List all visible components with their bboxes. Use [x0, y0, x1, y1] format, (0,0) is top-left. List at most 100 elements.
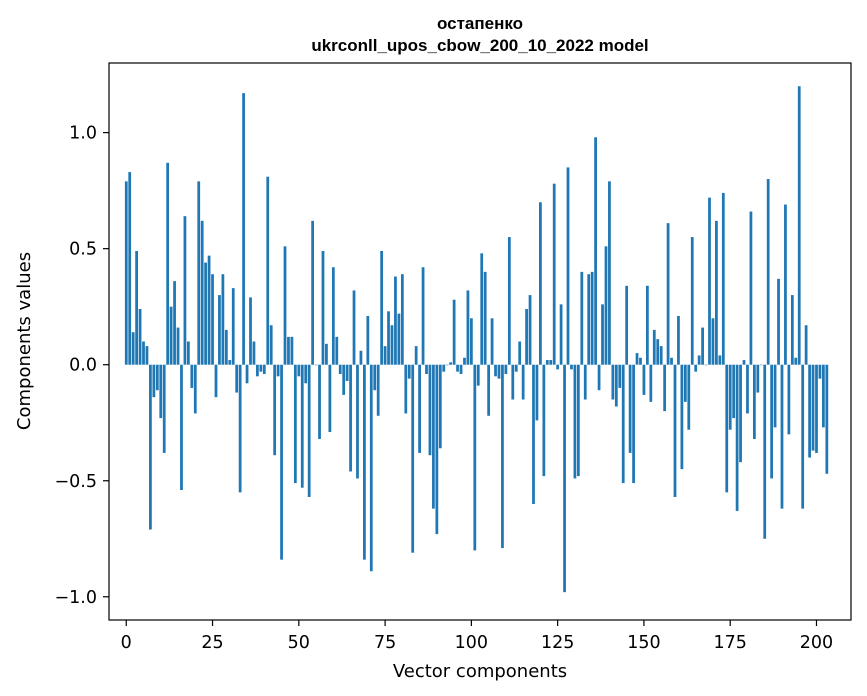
- bar-21: [197, 181, 201, 365]
- bar-95: [452, 299, 456, 365]
- bar-128: [566, 167, 570, 365]
- bar-114: [518, 341, 522, 365]
- bar-189: [777, 278, 780, 365]
- bar-67: [356, 364, 359, 479]
- bar-151: [646, 285, 649, 365]
- bar-30: [228, 360, 232, 365]
- bar-19: [190, 364, 194, 388]
- bar-149: [639, 357, 642, 365]
- bars-group: [124, 86, 829, 593]
- bar-10: [159, 364, 163, 419]
- bar-174: [725, 364, 729, 493]
- bar-60: [331, 267, 335, 365]
- bar-139: [604, 246, 608, 365]
- bar-4: [138, 309, 142, 365]
- bar-31: [231, 288, 235, 365]
- bar-190: [780, 364, 784, 509]
- bar-169: [708, 197, 711, 365]
- x-tick-label: 25: [201, 633, 223, 653]
- x-axis-ticks: 0 25 50 75 100 125 150 175 200: [121, 620, 833, 653]
- x-axis-label: Vector components: [393, 661, 567, 682]
- bar-130: [573, 364, 577, 479]
- bar-159: [673, 364, 677, 497]
- bar-50: [297, 364, 301, 377]
- bar-172: [718, 355, 722, 365]
- y-tick-label: 0.0: [69, 356, 97, 376]
- bar-28: [221, 274, 225, 365]
- bar-77: [390, 325, 394, 365]
- bar-47: [287, 336, 290, 365]
- bar-38: [256, 364, 259, 377]
- bar-0: [124, 181, 128, 365]
- bar-18: [187, 341, 190, 365]
- bar-105: [487, 364, 491, 416]
- bar-33: [238, 364, 242, 493]
- bar-136: [594, 137, 597, 365]
- bar-71: [369, 364, 373, 572]
- bar-98: [463, 357, 466, 365]
- bar-94: [449, 362, 453, 365]
- bar-61: [335, 336, 339, 365]
- bar-166: [697, 355, 701, 365]
- bar-157: [666, 223, 670, 365]
- y-axis-ticks: −1.0 −0.5 0.0 0.5 1.0: [55, 124, 109, 608]
- bar-74: [380, 250, 384, 365]
- bar-120: [539, 202, 542, 365]
- y-tick-label: −0.5: [55, 472, 98, 492]
- bar-141: [611, 364, 615, 400]
- bar-62: [338, 364, 342, 374]
- bar-187: [770, 364, 773, 479]
- bar-103: [480, 253, 484, 365]
- y-axis-label: Components values: [14, 252, 35, 430]
- bar-88: [428, 364, 432, 456]
- bar-75: [383, 346, 387, 365]
- bar-191: [784, 204, 787, 365]
- bar-113: [514, 364, 518, 372]
- bar-69: [363, 364, 366, 560]
- bar-66: [352, 290, 356, 365]
- bar-14: [173, 281, 176, 365]
- bar-12: [166, 162, 170, 365]
- bar-171: [715, 220, 718, 365]
- bar-119: [535, 364, 539, 421]
- bar-35: [245, 364, 249, 384]
- bar-16: [180, 364, 183, 491]
- bar-184: [759, 364, 763, 366]
- bar-201: [818, 364, 822, 379]
- bar-15: [176, 327, 180, 365]
- bar-145: [625, 285, 629, 365]
- bar-137: [597, 364, 601, 391]
- bar-45: [280, 364, 283, 560]
- bar-81: [404, 364, 408, 414]
- bar-37: [252, 341, 256, 365]
- bar-76: [387, 311, 390, 365]
- bar-198: [808, 364, 811, 458]
- bar-158: [670, 357, 673, 365]
- bar-194: [794, 357, 798, 365]
- bar-121: [542, 364, 546, 477]
- chart-subtitle: ukrconll_upos_cbow_200_10_2022 model: [311, 36, 648, 55]
- bar-163: [687, 364, 691, 430]
- bar-101: [473, 364, 477, 551]
- bar-89: [432, 364, 435, 509]
- bar-82: [407, 364, 411, 379]
- bar-13: [169, 306, 173, 365]
- bar-115: [521, 364, 525, 400]
- bar-11: [162, 364, 166, 453]
- bar-26: [214, 364, 218, 398]
- bar-133: [583, 364, 587, 400]
- bar-162: [683, 364, 687, 402]
- bar-135: [590, 271, 594, 365]
- x-tick-label: 200: [800, 633, 833, 653]
- bar-51: [300, 364, 304, 488]
- bar-195: [797, 86, 801, 365]
- bar-79: [397, 313, 401, 365]
- bar-182: [752, 364, 756, 439]
- y-tick-label: −1.0: [55, 588, 98, 608]
- x-tick-label: 100: [455, 633, 488, 653]
- bar-7: [149, 364, 152, 530]
- bar-147: [632, 364, 635, 484]
- bar-200: [815, 364, 818, 453]
- bar-196: [801, 364, 805, 509]
- bar-52: [304, 364, 308, 384]
